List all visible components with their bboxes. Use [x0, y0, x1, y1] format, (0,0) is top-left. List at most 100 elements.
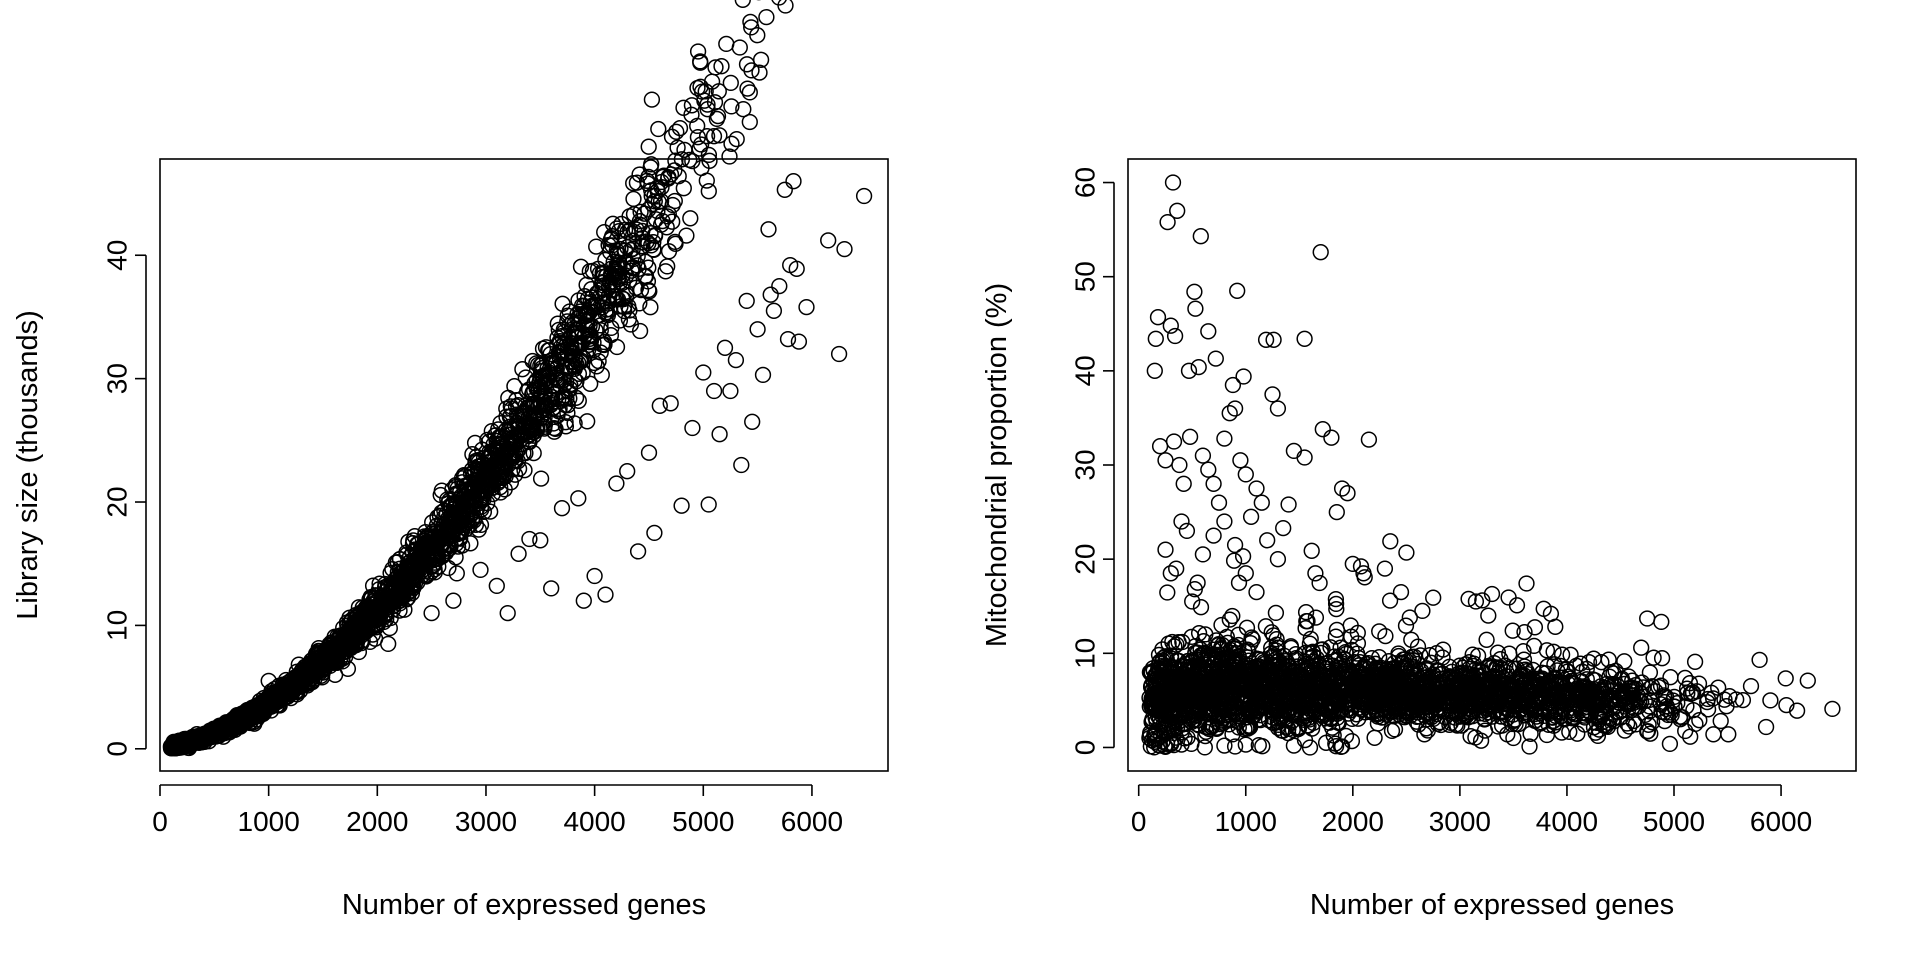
data-point: [510, 545, 527, 562]
data-point: [660, 206, 677, 223]
data-point: [643, 91, 661, 108]
data-point: [658, 219, 675, 236]
data-point: [609, 257, 627, 274]
data-point: [452, 483, 469, 501]
data-point: [1471, 696, 1488, 714]
data-point: [722, 382, 739, 400]
data-point: [700, 183, 717, 200]
data-point: [535, 367, 552, 384]
data-point: [409, 551, 426, 568]
data-point: [739, 80, 756, 97]
data-point: [628, 174, 646, 191]
data-point: [162, 740, 180, 757]
data-point: [1681, 675, 1699, 692]
data-point: [638, 233, 655, 250]
data-point: [697, 83, 714, 100]
data-point: [481, 477, 498, 494]
data-point: [641, 283, 658, 300]
data-point: [1192, 599, 1210, 616]
data-point: [689, 43, 707, 60]
data-point: [749, 27, 766, 44]
data-point: [622, 221, 639, 238]
data-point: [586, 567, 603, 585]
data-point: [1373, 699, 1391, 717]
data-point: [643, 237, 660, 254]
data-point: [579, 413, 596, 430]
data-point: [521, 530, 538, 548]
data-point: [475, 449, 493, 467]
data-point: [380, 635, 397, 653]
data-point: [649, 202, 666, 220]
data-point: [474, 476, 492, 493]
data-point: [692, 53, 709, 70]
data-point: [575, 349, 592, 367]
data-point: [179, 732, 197, 750]
data-point: [1196, 739, 1213, 756]
data-point: [510, 412, 528, 430]
data-point: [575, 592, 592, 609]
data-point: [543, 580, 560, 597]
data-point: [517, 369, 534, 386]
data-point: [1553, 724, 1570, 741]
data-point: [718, 35, 735, 53]
data-point: [678, 227, 695, 244]
data-point: [604, 228, 621, 245]
data-point: [1499, 709, 1516, 727]
data-point: [634, 238, 651, 255]
data-point: [1366, 729, 1383, 746]
data-point: [1578, 660, 1595, 678]
data-point: [1518, 575, 1535, 592]
data-point: [586, 354, 603, 372]
y-tick-label: 10: [102, 610, 133, 641]
data-point: [634, 222, 651, 240]
data-point: [372, 598, 390, 616]
data-point: [502, 407, 519, 425]
data-point: [1401, 609, 1418, 626]
data-point: [384, 580, 401, 597]
data-point: [623, 262, 640, 279]
data-point: [722, 74, 739, 92]
data-point: [1633, 639, 1650, 656]
data-point: [640, 444, 658, 461]
data-point: [1322, 639, 1339, 656]
data-point: [199, 727, 216, 745]
data-point: [454, 494, 472, 511]
data-point: [534, 368, 551, 385]
data-point: [1302, 630, 1319, 648]
x-tick-label: 0: [152, 806, 168, 837]
data-point: [466, 509, 483, 526]
data-point: [451, 517, 468, 535]
data-point: [239, 711, 257, 728]
y-tick-label: 0: [102, 741, 133, 757]
data-point: [448, 565, 465, 582]
data-point: [1234, 548, 1252, 565]
data-point: [657, 263, 674, 280]
data-point: [483, 422, 500, 440]
data-point: [1371, 668, 1388, 685]
data-point: [1757, 718, 1775, 736]
data-point: [1297, 620, 1314, 637]
data-point: [1421, 646, 1438, 664]
data-point: [625, 206, 643, 223]
data-point: [705, 382, 723, 400]
data-point: [762, 286, 779, 303]
data-point: [1663, 706, 1680, 724]
data-point: [646, 524, 663, 542]
x-tick-label: 2000: [346, 806, 408, 837]
data-point: [1328, 600, 1345, 618]
data-point: [742, 13, 759, 31]
data-point: [552, 342, 570, 360]
data-point: [559, 404, 576, 422]
data-point: [396, 601, 413, 618]
data-point: [578, 276, 595, 293]
data-point: [727, 351, 745, 369]
data-point: [1472, 732, 1490, 749]
data-point: [779, 330, 797, 348]
data-point: [771, 0, 787, 6]
data-point: [1431, 714, 1448, 731]
data-point: [616, 302, 633, 320]
data-point: [771, 277, 788, 295]
x-tick-label: 6000: [781, 806, 843, 837]
data-point: [627, 279, 645, 296]
